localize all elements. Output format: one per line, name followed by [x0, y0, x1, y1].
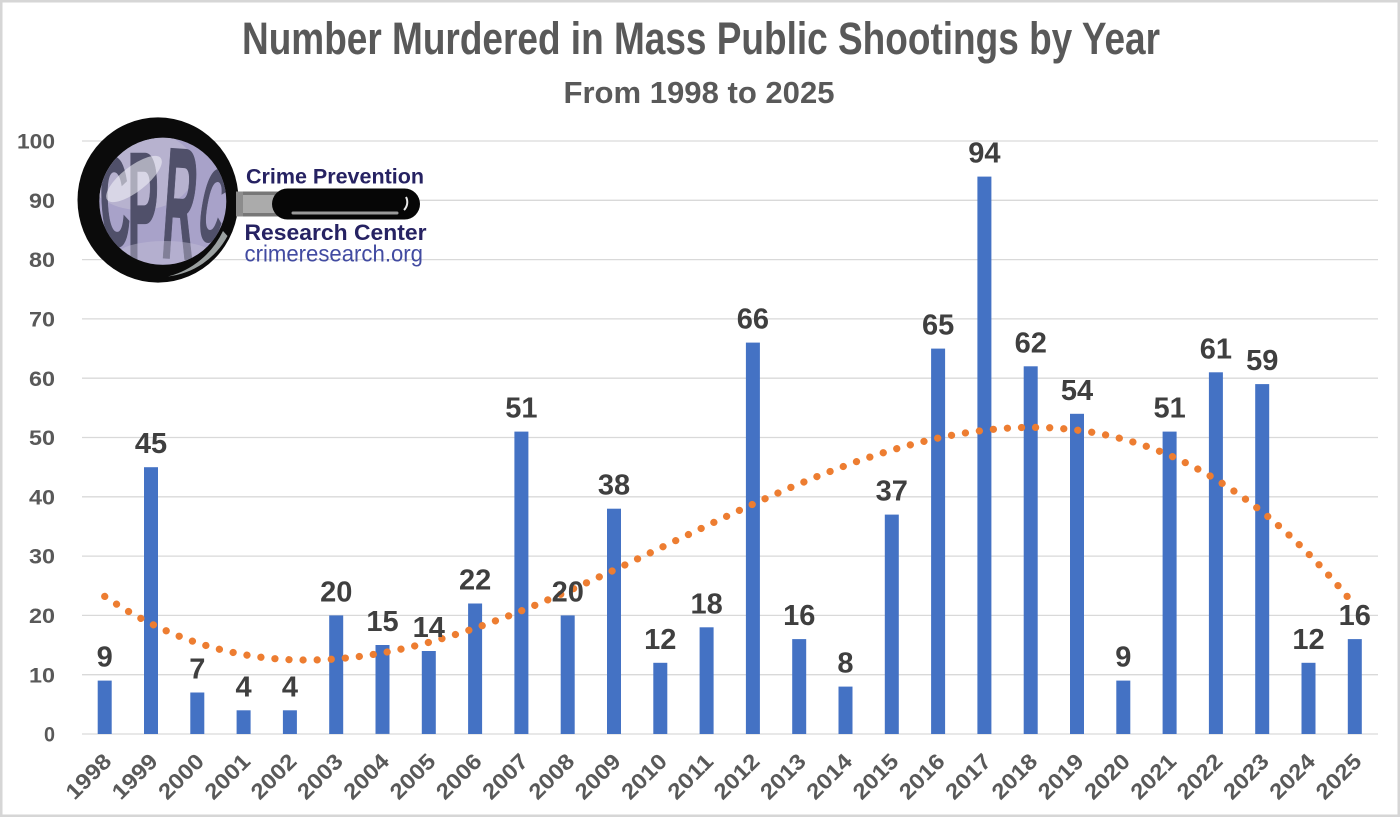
svg-text:4: 4 [282, 671, 298, 703]
svg-text:Number Murdered in Mass Public: Number Murdered in Mass Public Shootings… [242, 13, 1160, 64]
svg-text:crimeresearch.org: crimeresearch.org [245, 241, 424, 267]
svg-text:100: 100 [17, 130, 55, 154]
svg-text:12: 12 [1292, 624, 1324, 656]
svg-text:10: 10 [29, 663, 55, 687]
svg-text:40: 40 [29, 485, 55, 509]
svg-text:62: 62 [1015, 327, 1047, 359]
svg-text:14: 14 [413, 612, 445, 644]
svg-text:51: 51 [1153, 393, 1185, 425]
svg-text:From 1998 to 2025: From 1998 to 2025 [564, 75, 835, 110]
svg-text:Research Center: Research Center [245, 220, 427, 245]
svg-text:8: 8 [837, 648, 853, 680]
svg-text:30: 30 [29, 545, 55, 569]
svg-text:16: 16 [1339, 600, 1371, 632]
svg-text:18: 18 [690, 588, 722, 620]
svg-text:45: 45 [135, 428, 167, 460]
svg-text:54: 54 [1061, 375, 1093, 407]
svg-text:9: 9 [1115, 642, 1131, 674]
svg-text:Crime Prevention: Crime Prevention [246, 165, 424, 189]
svg-text:12: 12 [644, 624, 676, 656]
svg-text:20: 20 [29, 604, 55, 628]
svg-text:16: 16 [783, 600, 815, 632]
svg-text:51: 51 [505, 393, 537, 425]
svg-text:20: 20 [552, 576, 584, 608]
svg-text:59: 59 [1246, 345, 1278, 377]
svg-text:90: 90 [29, 189, 55, 213]
svg-text:0: 0 [44, 723, 55, 747]
svg-text:66: 66 [737, 304, 769, 336]
svg-text:4: 4 [236, 671, 252, 703]
svg-text:38: 38 [598, 470, 630, 502]
svg-text:94: 94 [968, 138, 1000, 170]
svg-text:22: 22 [459, 565, 491, 597]
svg-text:65: 65 [922, 310, 954, 342]
svg-text:70: 70 [29, 308, 55, 332]
svg-text:37: 37 [876, 476, 908, 508]
svg-text:50: 50 [29, 426, 55, 450]
svg-text:9: 9 [97, 642, 113, 674]
svg-text:80: 80 [29, 248, 55, 272]
svg-text:20: 20 [320, 576, 352, 608]
svg-text:61: 61 [1200, 333, 1232, 365]
svg-text:15: 15 [366, 606, 398, 638]
svg-text:7: 7 [189, 654, 205, 686]
svg-text:60: 60 [29, 367, 55, 391]
